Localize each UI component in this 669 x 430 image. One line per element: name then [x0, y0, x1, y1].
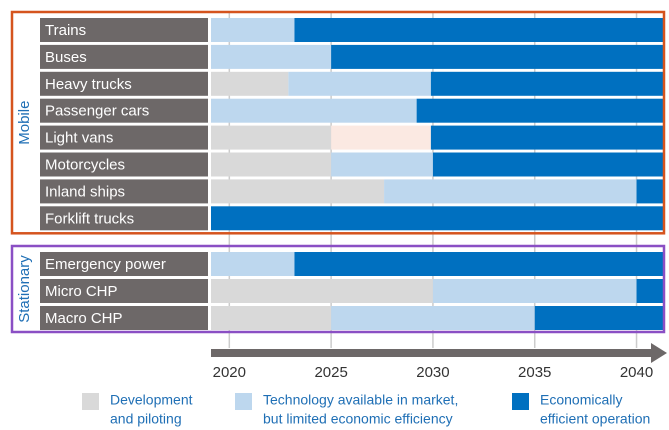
segment: [331, 306, 535, 330]
segment: [211, 179, 385, 204]
row-label-cell: [40, 252, 208, 276]
row-label: Forklift trucks: [45, 210, 134, 227]
segment: [430, 71, 663, 96]
legend-label: but limited economic efficiency: [263, 411, 453, 427]
segment: [211, 18, 295, 42]
row-label: Passenger cars: [45, 103, 149, 120]
x-tick-label: 2040: [620, 364, 653, 381]
group-label: Stationary: [16, 255, 33, 323]
row-label: Inland ships: [45, 183, 125, 200]
segment: [636, 179, 663, 204]
segment: [331, 152, 433, 177]
segment: [211, 71, 289, 96]
segment: [211, 44, 332, 69]
segment: [211, 252, 295, 276]
legend-label: efficient operation: [540, 411, 650, 427]
group-box: [10, 10, 666, 235]
legend-label: and piloting: [110, 411, 182, 427]
segment: [331, 125, 431, 150]
x-tick-label: 2025: [314, 364, 347, 381]
legend-label: Development: [110, 392, 193, 408]
axis-arrow: [211, 349, 651, 357]
row-label-cell: [40, 152, 208, 177]
x-tick-label: 2020: [213, 364, 246, 381]
segment: [211, 98, 417, 123]
segment: [294, 18, 663, 42]
row-label-cell: [40, 98, 208, 123]
row-label: Motorcycles: [45, 156, 125, 173]
segment: [211, 206, 663, 231]
segment: [211, 152, 332, 177]
row-label-cell: [40, 18, 208, 42]
segment: [534, 306, 663, 330]
segment: [211, 306, 332, 330]
legend-swatch: [82, 393, 99, 410]
segment: [331, 44, 663, 69]
segment: [288, 71, 431, 96]
x-tick-label: 2035: [518, 364, 551, 381]
group-box: [10, 244, 666, 334]
row-label-cell: [40, 179, 208, 204]
x-tick-label: 2030: [416, 364, 449, 381]
group-label: Mobile: [16, 101, 33, 145]
segment: [211, 279, 433, 303]
row-label: Emergency power: [45, 256, 166, 273]
row-label: Trains: [45, 22, 86, 39]
segment: [432, 152, 663, 177]
row-label-cell: [40, 206, 208, 231]
segment: [636, 279, 663, 303]
segment: [432, 279, 637, 303]
legend-swatch: [235, 393, 252, 410]
segment: [211, 125, 332, 150]
row-label-cell: [40, 306, 208, 330]
legend-swatch: [512, 393, 529, 410]
segment: [384, 179, 637, 204]
row-label: Light vans: [45, 130, 113, 147]
segment: [430, 125, 663, 150]
row-label: Micro CHP: [45, 283, 118, 300]
row-label: Heavy trucks: [45, 76, 132, 93]
row-label-cell: [40, 125, 208, 150]
row-label-cell: [40, 279, 208, 303]
row-label-cell: [40, 44, 208, 69]
legend-label: Technology available in market,: [263, 392, 458, 408]
segment: [416, 98, 663, 123]
axis-arrowhead: [651, 343, 667, 363]
segment: [294, 252, 663, 276]
row-label: Macro CHP: [45, 310, 123, 327]
legend-label: Economically: [540, 392, 622, 408]
row-label-cell: [40, 71, 208, 96]
row-label: Buses: [45, 49, 87, 66]
